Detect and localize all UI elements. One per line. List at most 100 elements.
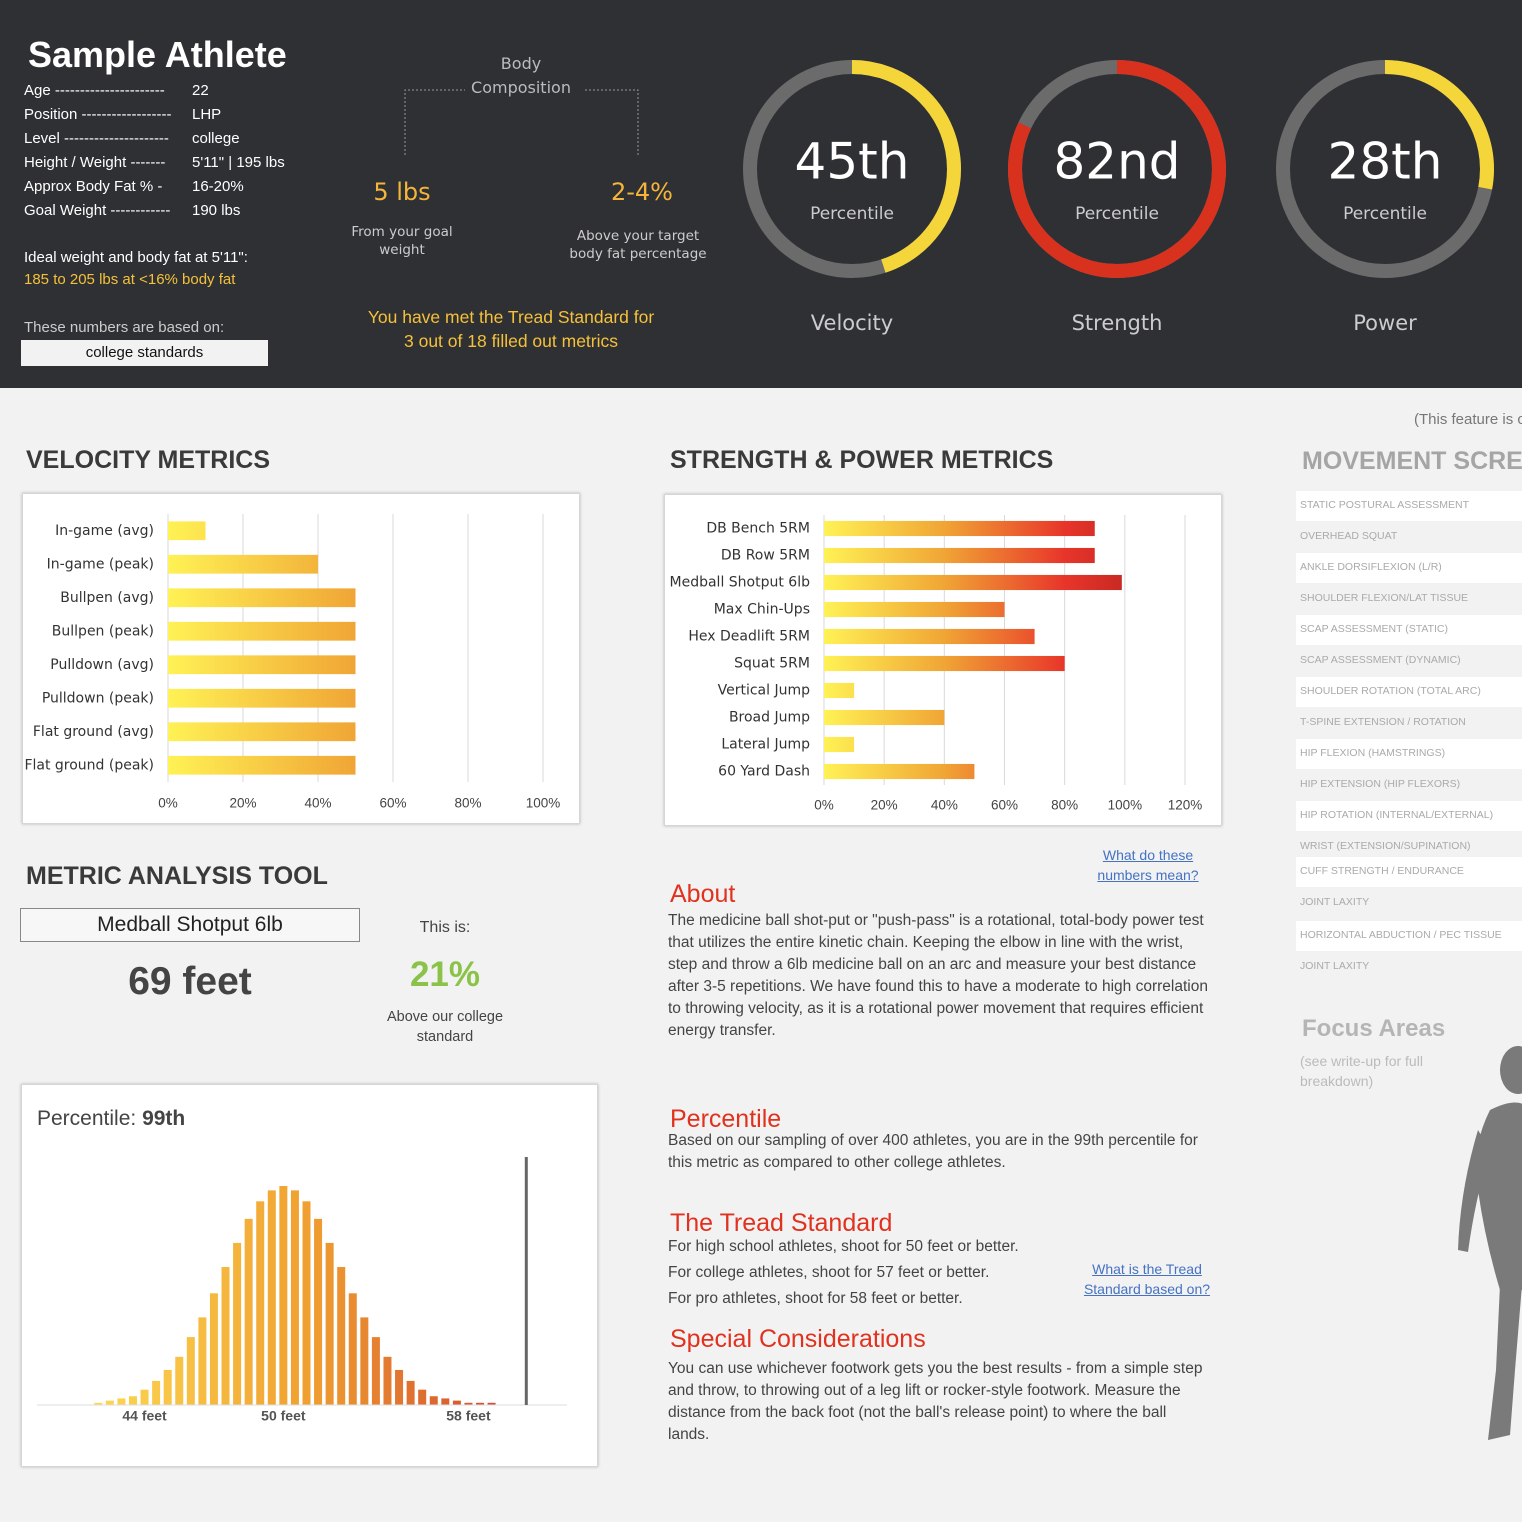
chart-card: 0% 20% 40% 60% 80% 100% 120% DB Bench 5RM DB Row… xyxy=(664,494,1222,826)
tread-lines: For high school athletes, shoot for 50 f… xyxy=(668,1234,1068,1312)
y-tick-label: Squat 5RM xyxy=(734,656,810,672)
body-comp-title: Body Composition xyxy=(471,54,571,97)
histogram-bar xyxy=(140,1389,149,1405)
this-is: This is: xyxy=(419,919,471,936)
histogram-bar xyxy=(383,1356,392,1405)
gauge-name: Power xyxy=(1353,311,1417,335)
bar xyxy=(824,682,855,699)
histogram-bar xyxy=(152,1380,161,1405)
histogram-bar xyxy=(128,1396,137,1405)
y-tick-label: Max Chin-Ups xyxy=(714,602,810,618)
gauge-caption: Percentile xyxy=(1075,204,1159,224)
y-tick-label: Medball Shotput 6lb xyxy=(670,575,811,591)
feature-note: (This feature is c xyxy=(1414,411,1522,428)
movement-item: T-SPINE EXTENSION / ROTATION xyxy=(1296,708,1522,739)
profile-label: Position ------------------ xyxy=(24,106,172,123)
metric-percent: 21% xyxy=(409,955,481,994)
title-text: Percentile: xyxy=(37,1107,143,1130)
tread-message: You have met the Tread Standard for 3 ou… xyxy=(367,307,655,351)
y-tick-label: Pulldown (avg) xyxy=(50,657,154,673)
histogram-bar xyxy=(117,1398,126,1405)
histogram-bar xyxy=(337,1267,346,1405)
metric-select[interactable]: Medball Shotput 6lb xyxy=(20,908,360,942)
gauge-label: 82nd xyxy=(1053,133,1180,191)
y-tick-label: Pulldown (peak) xyxy=(42,690,154,706)
body-comp-value: 5 lbs xyxy=(373,178,431,206)
x-tick-label: 80% xyxy=(1051,798,1078,813)
body-comp-value: 2-4% xyxy=(610,178,673,206)
standard-select[interactable]: college standards xyxy=(21,340,268,366)
x-tick-label: 0% xyxy=(814,798,834,813)
heading: Special Considerations xyxy=(670,1325,926,1353)
movement-list: STATIC POSTURAL ASSESSMENT OVERHEAD SQUAT… xyxy=(1296,491,1522,985)
histogram-bar xyxy=(186,1337,195,1405)
x-tick-label: 100% xyxy=(1108,798,1143,813)
link[interactable]: What do these numbers mean? xyxy=(1097,847,1199,883)
header-band: Sample Athlete Age ---------------------… xyxy=(0,0,1522,388)
histogram-bar xyxy=(314,1218,323,1405)
movement-item: HIP FLEXION (HAMSTRINGS) xyxy=(1296,739,1522,770)
histogram-bar xyxy=(395,1369,404,1405)
x-tick-label: 0% xyxy=(158,796,178,811)
profile-value: 16-20% xyxy=(192,178,244,195)
histogram-bar xyxy=(325,1242,334,1405)
link[interactable]: What is the Tread Standard based on? xyxy=(1083,1261,1211,1297)
histogram-bar xyxy=(94,1402,103,1405)
gauge-label: 28th xyxy=(1328,133,1443,191)
profile-value: LHP xyxy=(192,106,222,123)
section-title: METRIC ANALYSIS TOOL xyxy=(26,862,328,890)
bar xyxy=(824,655,1065,672)
histogram-bar xyxy=(429,1396,438,1405)
x-tick-label: 20% xyxy=(229,796,256,811)
x-tick-label: 100% xyxy=(526,796,561,811)
histogram-bar xyxy=(418,1389,427,1405)
chart: 44 feet 50 feet 58 feet xyxy=(37,1157,567,1424)
heading: The Tread Standard xyxy=(670,1209,893,1237)
ideal-value: 185 to 205 lbs at <16% body fat xyxy=(24,271,236,288)
gauge-name: Velocity xyxy=(811,311,893,335)
gauge-caption: Percentile xyxy=(810,204,894,224)
figure-arm xyxy=(1458,1130,1490,1252)
histogram-bar xyxy=(209,1293,218,1405)
movement-item: OVERHEAD SQUAT xyxy=(1296,522,1522,553)
histogram-bar xyxy=(175,1356,184,1405)
histogram-bar xyxy=(163,1369,172,1405)
histogram-bar xyxy=(105,1400,114,1405)
bracket xyxy=(404,89,639,155)
profile-value: 5'11" | 195 lbs xyxy=(192,154,285,171)
y-tick-label: DB Row 5RM xyxy=(721,548,810,564)
profile-value: 22 xyxy=(192,82,209,99)
gauges: 45th Percentile Velocity 82nd Percentile Stre… xyxy=(743,60,1494,335)
title-value: 99th xyxy=(142,1107,186,1130)
x-tick-label: 58 feet xyxy=(446,1408,491,1424)
x-tick-label: 50 feet xyxy=(261,1408,306,1424)
movement-item: SCAP ASSESSMENT (STATIC) xyxy=(1296,615,1522,646)
y-tick-label: Flat ground (peak) xyxy=(24,757,154,773)
focus-note: (see write-up for full breakdown) xyxy=(1300,1053,1423,1089)
gauge-name: Strength xyxy=(1072,311,1163,335)
y-tick-label: DB Bench 5RM xyxy=(706,521,810,537)
body-comp-caption: From your goal weight xyxy=(351,224,453,258)
gauge-caption: Percentile xyxy=(1343,204,1427,224)
tread-line: For college athletes, shoot for 57 feet … xyxy=(668,1264,990,1281)
profile-label: Height / Weight ------- xyxy=(24,154,166,171)
movement-item: HIP EXTENSION (HIP FLEXORS) xyxy=(1296,770,1522,801)
histogram-bar xyxy=(464,1402,473,1405)
histogram-bar xyxy=(244,1218,253,1405)
y-tick-label: Lateral Jump xyxy=(721,737,810,753)
movement-item: SHOULDER FLEXION/LAT TISSUE xyxy=(1296,584,1522,615)
bar xyxy=(168,722,356,742)
movement-item: HORIZONTAL ABDUCTION / PEC TISSUE xyxy=(1296,921,1522,952)
movement-item: HIP ROTATION (INTERNAL/EXTERNAL) xyxy=(1296,801,1522,832)
movement-item: SHOULDER ROTATION (TOTAL ARC) xyxy=(1296,677,1522,708)
section-title: STRENGTH & POWER METRICS xyxy=(670,446,1054,474)
histogram-bar xyxy=(371,1337,380,1405)
figure-leg xyxy=(1488,1285,1522,1440)
histogram-bar xyxy=(441,1398,450,1405)
percent-caption: Above our college standard xyxy=(386,1009,504,1045)
histogram-bar xyxy=(256,1201,265,1405)
y-tick-label: Bullpen (avg) xyxy=(60,590,154,606)
bar xyxy=(168,688,356,708)
x-tick-label: 80% xyxy=(454,796,481,811)
